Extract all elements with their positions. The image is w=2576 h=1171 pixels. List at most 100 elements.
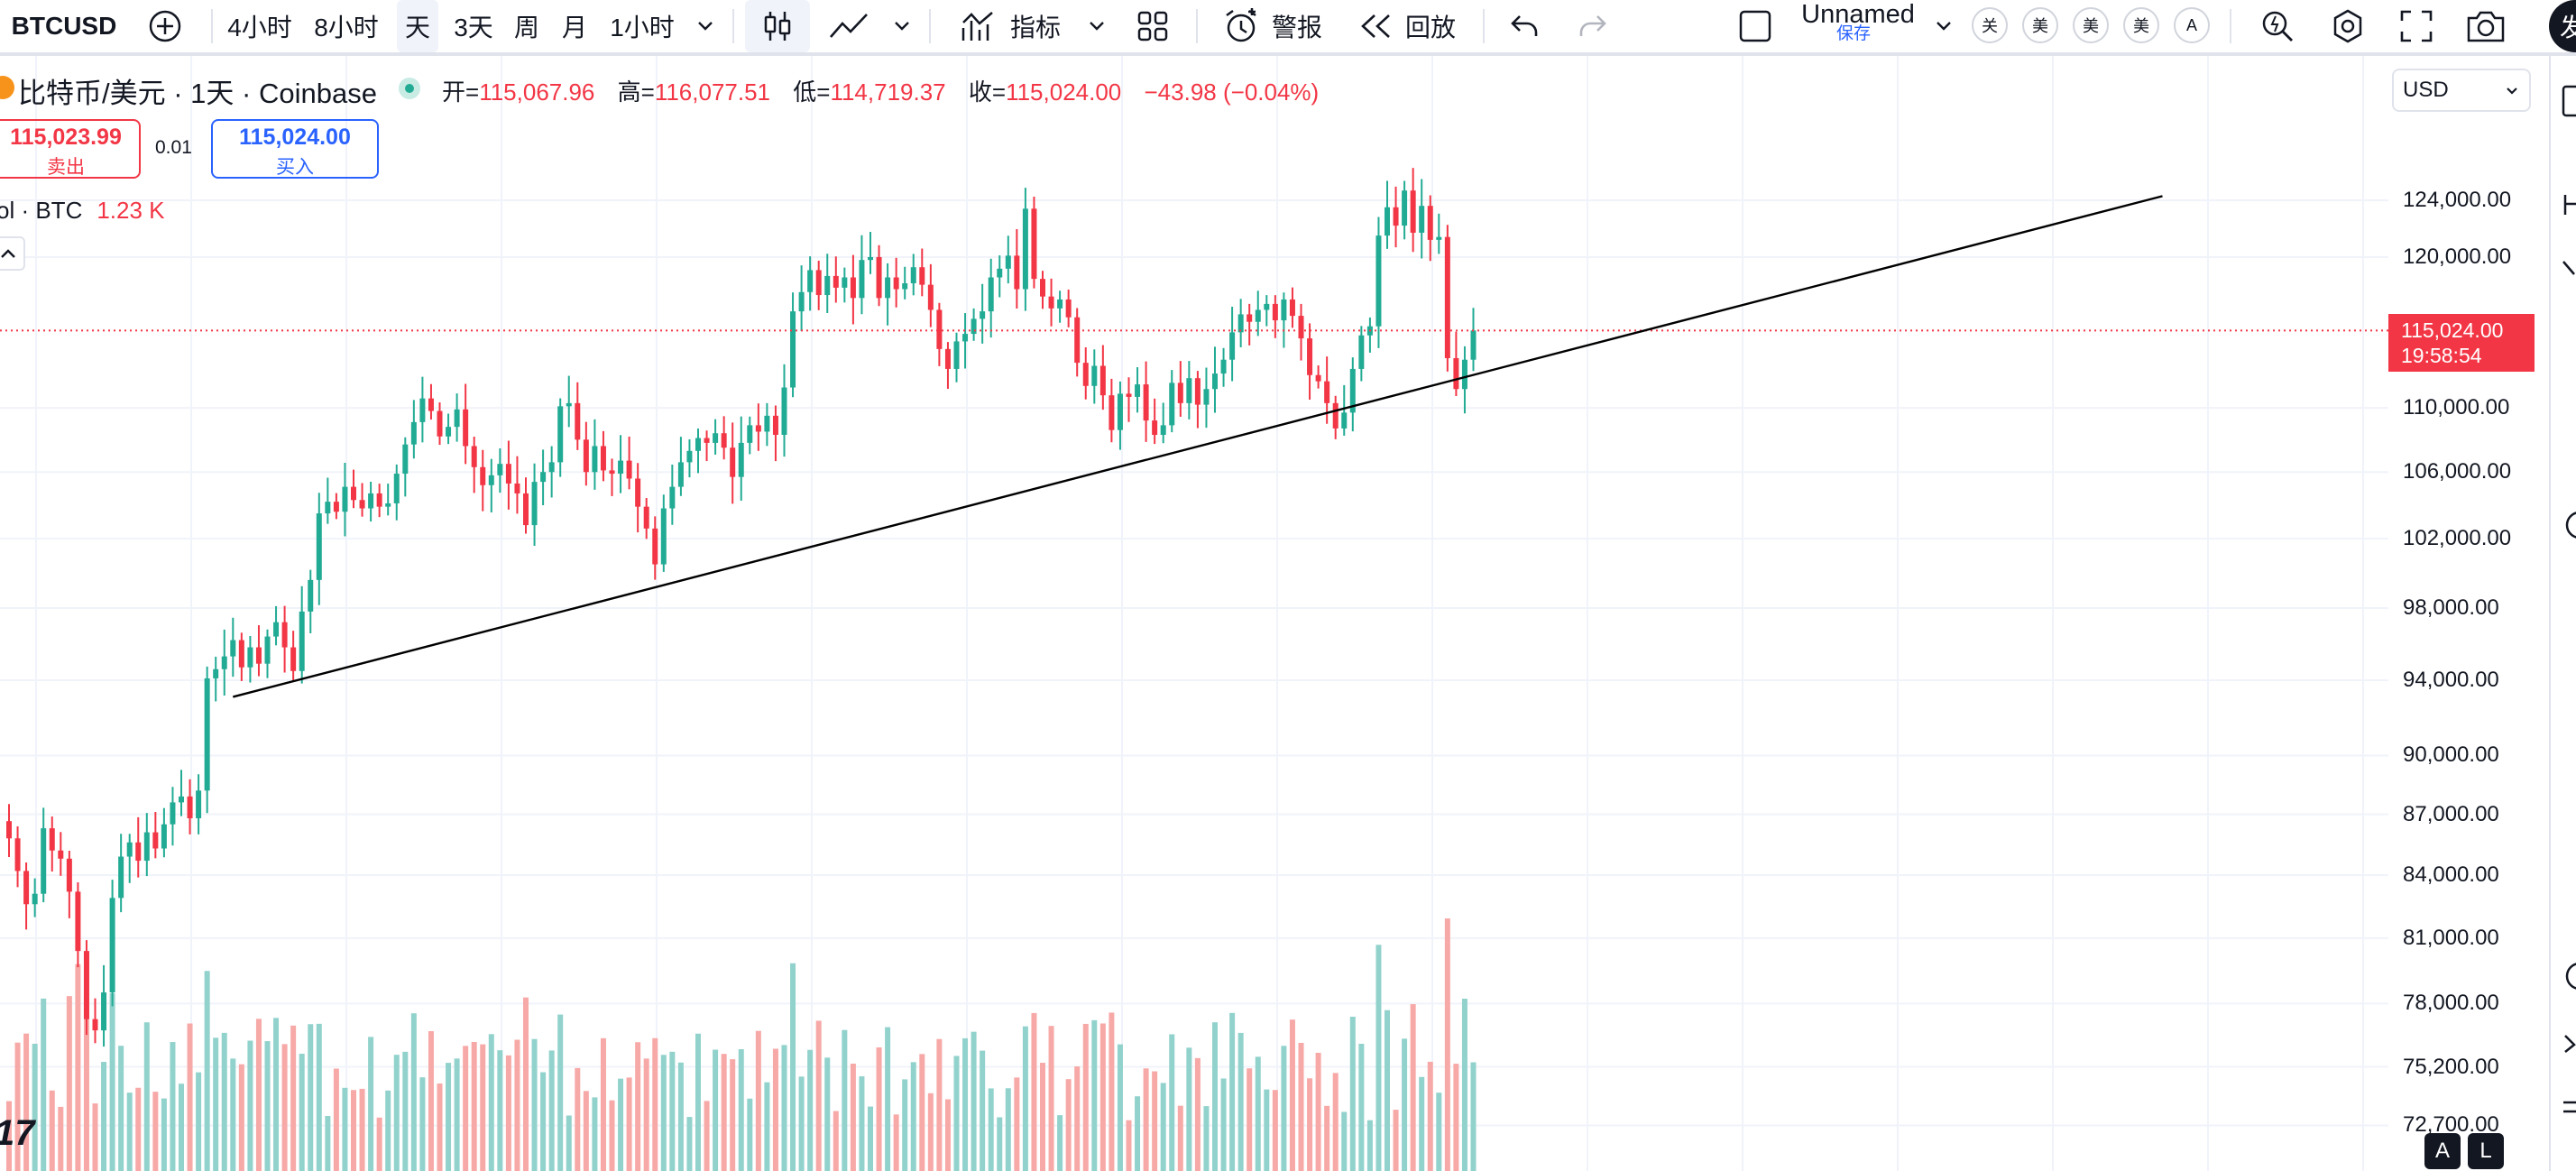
news-icon[interactable] <box>2560 254 2576 281</box>
indicators-dropdown[interactable] <box>1082 0 1111 52</box>
candle-body <box>463 409 469 447</box>
candle-body <box>548 462 555 473</box>
interval-3d[interactable]: 3天 <box>447 0 500 52</box>
currency-select[interactable]: USD <box>2392 69 2531 112</box>
interval-1m[interactable]: 月 <box>557 0 592 52</box>
candle-body <box>962 334 969 342</box>
volume-bar <box>833 1111 839 1171</box>
candle-body <box>1324 381 1330 403</box>
candle-body <box>410 421 417 445</box>
interval-dropdown[interactable] <box>691 0 720 52</box>
alert-button[interactable]: 警报 <box>1218 0 1326 52</box>
ideas-icon[interactable] <box>2560 1030 2576 1057</box>
volume-label: ol · BTC <box>0 197 83 224</box>
volume-bar <box>1298 1042 1304 1171</box>
volume-bar <box>1082 1023 1089 1171</box>
compare-symbol-button[interactable] <box>143 0 188 52</box>
candles-style-button[interactable] <box>745 0 810 52</box>
volume-bar <box>273 1018 280 1171</box>
volume-bars <box>6 918 1477 1171</box>
line-tool-dropdown[interactable] <box>888 0 916 52</box>
log-scale-button[interactable]: L <box>2468 1133 2504 1169</box>
volume-bar <box>1186 1047 1192 1171</box>
chart-grid <box>0 56 2388 1171</box>
volume-bar <box>58 1106 64 1171</box>
layouts-button[interactable] <box>1133 0 1173 52</box>
alert-icon[interactable] <box>2560 191 2576 218</box>
price-axis-label: 75,200.00 <box>2403 1054 2499 1079</box>
candle-body <box>575 402 581 440</box>
candle-body <box>652 528 658 565</box>
indicators-button[interactable]: 指标 <box>956 0 1064 52</box>
publish-button[interactable]: 发 <box>2549 0 2576 52</box>
layout-dropdown[interactable] <box>1930 0 1957 52</box>
candle-body <box>1177 383 1183 403</box>
badge-2[interactable]: 美 <box>2022 7 2058 43</box>
badge-1[interactable]: 关 <box>1972 7 2008 43</box>
candle-body <box>677 462 684 487</box>
undo-button[interactable] <box>1503 0 1548 52</box>
badge-5[interactable]: A <box>2174 7 2210 43</box>
collapse-legend-button[interactable] <box>0 236 25 271</box>
tradingview-logo-icon: 17 <box>0 1113 35 1153</box>
chevron-up-icon <box>1 249 15 258</box>
layout-name-button[interactable]: Unnamed <box>1795 0 1921 52</box>
trendline[interactable] <box>232 195 2163 698</box>
volume-bar <box>540 1072 547 1171</box>
candle-body <box>480 466 486 485</box>
volume-bar <box>1135 1096 1141 1171</box>
interval-1h[interactable]: 1小时 <box>604 0 680 52</box>
badge-3[interactable]: 美 <box>2073 7 2109 43</box>
redo-button[interactable] <box>1569 0 1615 52</box>
volume-bar <box>755 1030 761 1171</box>
symbol-search[interactable]: BTCUSD <box>5 0 123 52</box>
volume-bar <box>738 1049 744 1171</box>
screenshot-button[interactable] <box>2461 0 2511 52</box>
volume-bar <box>1048 1026 1054 1171</box>
candle-body <box>187 796 193 819</box>
price-axis-label: 72,700.00 <box>2403 1112 2499 1138</box>
clock-icon[interactable] <box>2560 958 2576 994</box>
quick-search-button[interactable] <box>2255 0 2300 52</box>
fullscreen-button[interactable] <box>2394 0 2439 52</box>
settings-button[interactable] <box>2325 0 2370 52</box>
candle-body <box>1040 279 1045 297</box>
auto-scale-button[interactable]: A <box>2424 1133 2461 1169</box>
candle-body <box>600 446 606 471</box>
candle-body <box>868 256 873 261</box>
candle-body <box>1298 316 1304 339</box>
drawing-line-tool[interactable] <box>823 0 877 52</box>
candle-body <box>333 502 339 512</box>
layout-checkbox[interactable] <box>1735 0 1775 52</box>
volume-bar <box>531 1038 538 1171</box>
volume-bar <box>1315 1052 1321 1171</box>
interval-4h[interactable]: 4小时 <box>224 0 296 52</box>
volume-bar <box>635 1042 641 1171</box>
chat-icon[interactable] <box>2560 507 2576 543</box>
volume-bar <box>230 1058 236 1171</box>
interval-8h[interactable]: 8小时 <box>308 0 384 52</box>
volume-bar <box>1091 1019 1098 1171</box>
volume-bar <box>842 1029 848 1171</box>
calendar-icon[interactable] <box>2560 1093 2576 1120</box>
currency-value: USD <box>2403 78 2449 102</box>
volume-bar <box>1065 1079 1072 1171</box>
volume-bar <box>437 1083 443 1171</box>
volume-bar <box>1393 1110 1399 1171</box>
candle-body <box>1375 235 1382 327</box>
volume-legend[interactable]: ol · BTC 1.23 K <box>0 197 165 225</box>
candle-body <box>1099 365 1106 396</box>
replay-button[interactable]: 回放 <box>1353 0 1461 52</box>
buy-button[interactable]: 115,024.00 买入 <box>211 119 379 179</box>
watchlist-icon[interactable] <box>2560 83 2576 119</box>
price-axis-label: 120,000.00 <box>2403 244 2512 269</box>
interval-1w[interactable]: 周 <box>509 0 545 52</box>
badge-4[interactable]: 美 <box>2123 7 2159 43</box>
interval-1d[interactable]: 天 <box>397 0 438 52</box>
price-chart[interactable] <box>0 56 2549 1171</box>
interval-label: 1小时 <box>610 14 675 41</box>
candle-body <box>1393 207 1399 226</box>
sell-button[interactable]: 115,023.99 卖出 <box>0 119 141 179</box>
candle-body <box>971 318 977 335</box>
close-value: 115,024.00 <box>1006 78 1122 106</box>
